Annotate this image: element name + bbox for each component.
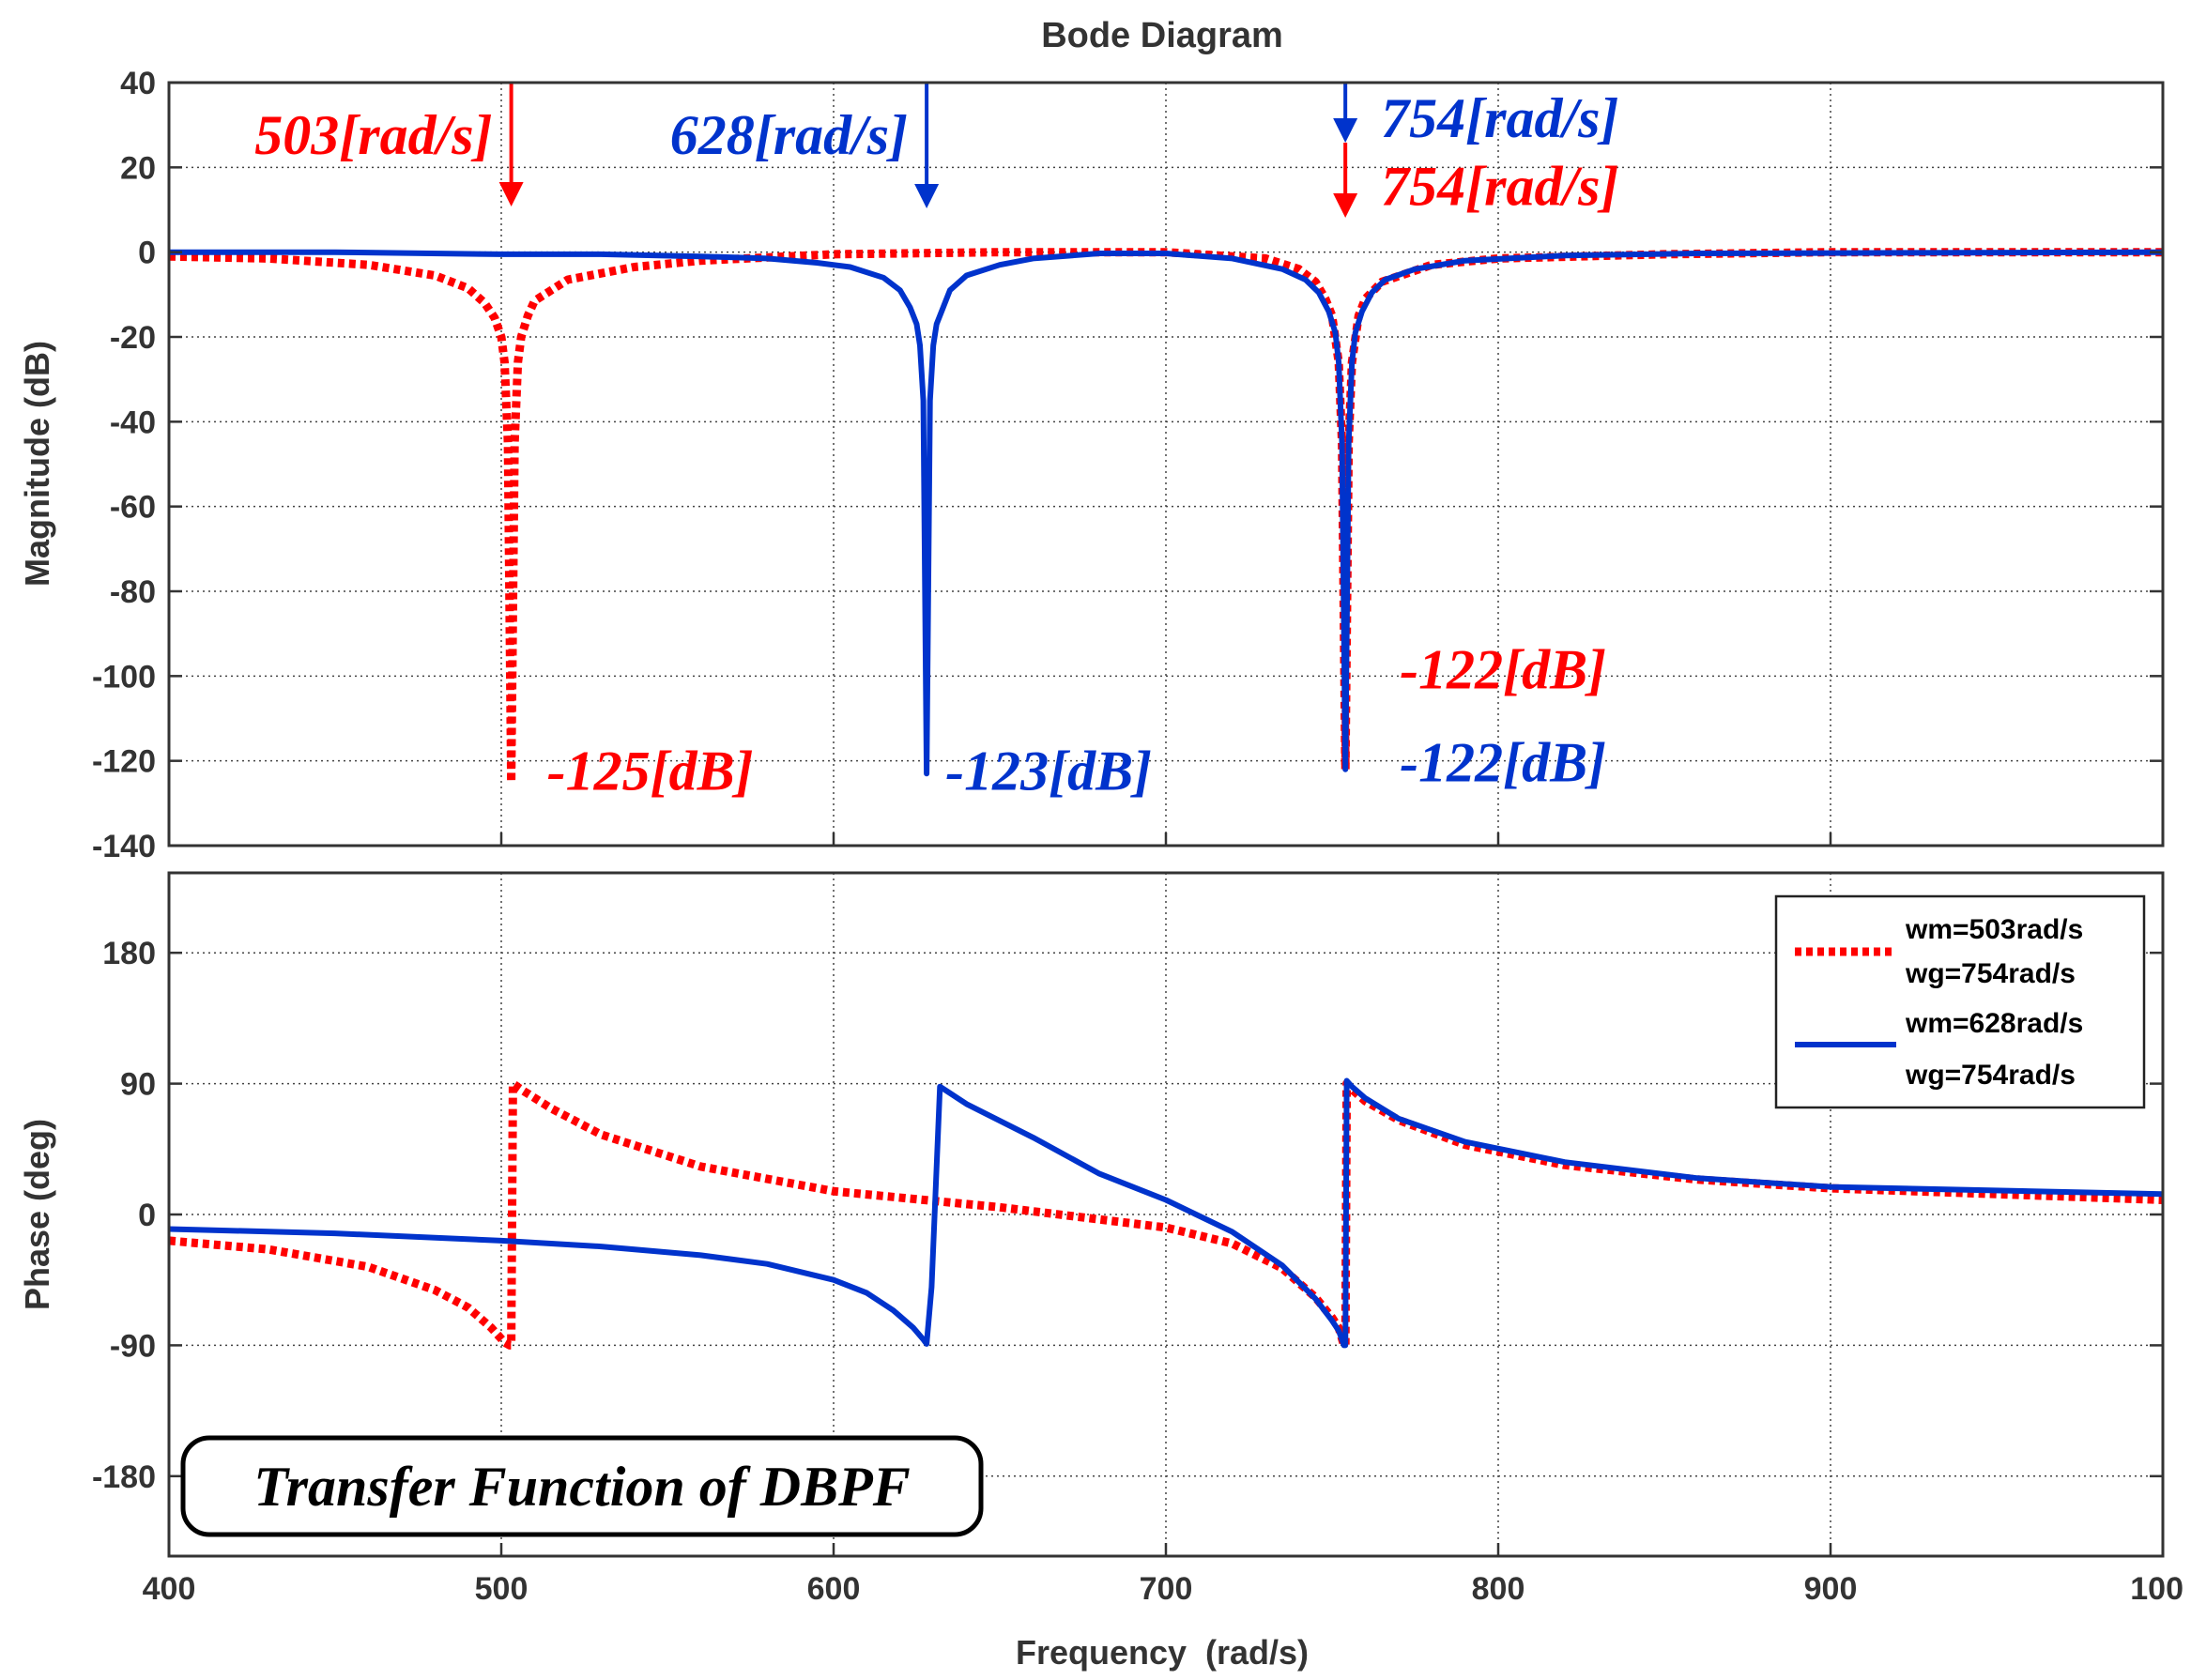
magnitude-y-label: Magnitude (dB): [18, 341, 56, 587]
x-tick-label: 400: [143, 1571, 196, 1607]
x-tick-label: 100: [2130, 1571, 2183, 1607]
magnitude-annotation: -122[dB]: [1400, 732, 1606, 794]
arrow-754-red-head: [1333, 193, 1358, 218]
x-tick-label: 500: [475, 1571, 529, 1607]
magnitude-y-tick-label: -140: [92, 829, 156, 864]
phase-y-tick-label: -180: [92, 1459, 156, 1495]
magnitude-annotation: -122[dB]: [1400, 638, 1606, 700]
caption: Transfer Function of DBPF: [180, 1435, 984, 1537]
magnitude-annotations: 503[rad/s] 628[rad/s] 754[rad/s]754[rad/s]…: [254, 87, 1618, 802]
phase-series: [168, 1077, 2164, 1350]
phase-y-tick-label: 180: [102, 936, 156, 971]
legend-entry-1-line-1: wm=503rad/s: [1905, 914, 2083, 945]
x-axis-label: Frequency (rad/s): [1016, 1633, 1309, 1672]
legend-entry-2-line-2: wg=754rad/s: [1905, 1060, 2076, 1091]
phase-y-tick-label: -90: [110, 1328, 156, 1364]
x-tick-label: 900: [1804, 1571, 1858, 1607]
magnitude-y-tick-label: -20: [110, 320, 156, 356]
magnitude-y-tick-label: -80: [110, 574, 156, 610]
magnitude-y-tick-label: 20: [120, 150, 156, 186]
legend-box: [1774, 894, 2146, 1109]
magnitude-series: [168, 248, 2164, 787]
magnitude-grid: [169, 83, 2163, 846]
magnitude-panel: 40 20 0 -20 -40 -60 -80 -100 -120 -140 Magnitude …: [18, 66, 2165, 864]
caption-box: [180, 1435, 984, 1537]
magnitude-annotation: 503[rad/s]: [254, 104, 492, 166]
phase-series-blue: [168, 1077, 2164, 1349]
arrow-503-head: [498, 182, 524, 206]
x-tick-label: 700: [1140, 1571, 1193, 1607]
caption-text: Transfer Function of DBPF: [253, 1456, 911, 1518]
arrow-628-head: [914, 184, 940, 208]
magnitude-y-tick-label: -60: [110, 490, 156, 526]
legend: wm=503rad/s wg=754rad/s wm=628rad/s wg=7…: [1774, 894, 2146, 1109]
phase-y-label: Phase (deg): [18, 1119, 56, 1310]
legend-entry-2-line-1: wm=628rad/s: [1905, 1008, 2083, 1039]
magnitude-annotation: 754[rad/s]: [1381, 155, 1618, 217]
magnitude-y-tick-label: 40: [120, 66, 156, 101]
magnitude-annotation: 628[rad/s]: [670, 104, 908, 166]
x-tick-label: 800: [1472, 1571, 1525, 1607]
phase-y-tick-label: 90: [120, 1067, 156, 1103]
magnitude-annotation: -125[dB]: [547, 741, 754, 802]
magnitude-x-ticks: [167, 832, 2165, 846]
magnitude-y-tick-label: 0: [138, 236, 156, 271]
magnitude-arrows: [498, 83, 1358, 218]
phase-y-ticks: 180 90 0 -90 -180: [92, 936, 2163, 1495]
magnitude-annotation: -123[dB]: [945, 741, 1152, 802]
magnitude-annotation: 754[rad/s]: [1381, 87, 1618, 149]
magnitude-y-tick-label: -100: [92, 659, 156, 695]
chart-title: Bode Diagram: [1041, 16, 1283, 55]
arrow-754-blue-head: [1333, 118, 1358, 143]
legend-entry-1-line-2: wg=754rad/s: [1905, 958, 2076, 989]
magnitude-y-ticks: 40 20 0 -20 -40 -60 -80 -100 -120 -140: [92, 66, 2163, 864]
magnitude-y-tick-label: -40: [110, 405, 156, 440]
phase-x-ticks: 400 500 600 700 800 900 100: [143, 1543, 2183, 1607]
magnitude-y-tick-label: -120: [92, 744, 156, 780]
magnitude-series-blue: [169, 249, 2164, 777]
x-tick-label: 600: [807, 1571, 861, 1607]
phase-y-tick-label: 0: [138, 1198, 156, 1233]
